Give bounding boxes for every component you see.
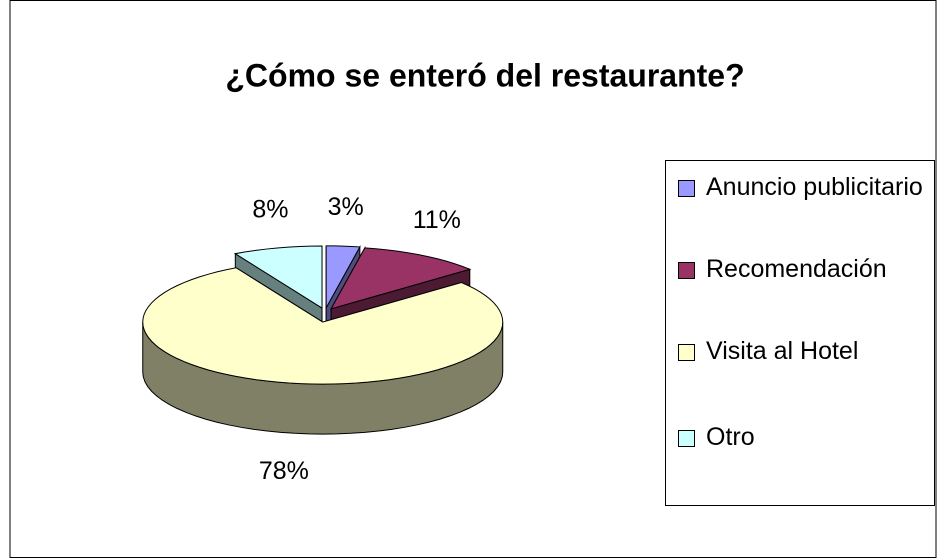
legend-item: Otro [678,421,937,453]
pie-tops [142,245,504,385]
legend-item: Recomendación [678,253,937,285]
legend-swatch [678,180,695,197]
pie-slice [325,245,361,310]
legend-label: Visita al Hotel [706,337,859,365]
chart-title: ¿Cómo se enteró del restaurante? [225,57,744,93]
legend-item: Visita al Hotel [678,335,937,367]
data-label: 78% [259,457,309,485]
data-label: 3% [328,193,364,221]
pie-slice [142,267,504,385]
legend-label: Anuncio publicitario [706,173,923,201]
data-label: 8% [252,196,288,224]
legend-item: Anuncio publicitario [678,171,937,203]
legend-swatch [678,262,695,279]
data-labels: 3% 11% 78% 8% [252,193,461,485]
legend-label: Recomendación [706,255,887,283]
pie-slice [330,247,472,310]
legend-label: Otro [706,423,755,451]
legend-swatch [678,430,695,447]
pie-slice [233,245,323,309]
legend-swatch [678,344,695,361]
legend: Anuncio publicitario Recomendación Visita … [665,160,935,506]
data-label: 11% [413,206,461,234]
